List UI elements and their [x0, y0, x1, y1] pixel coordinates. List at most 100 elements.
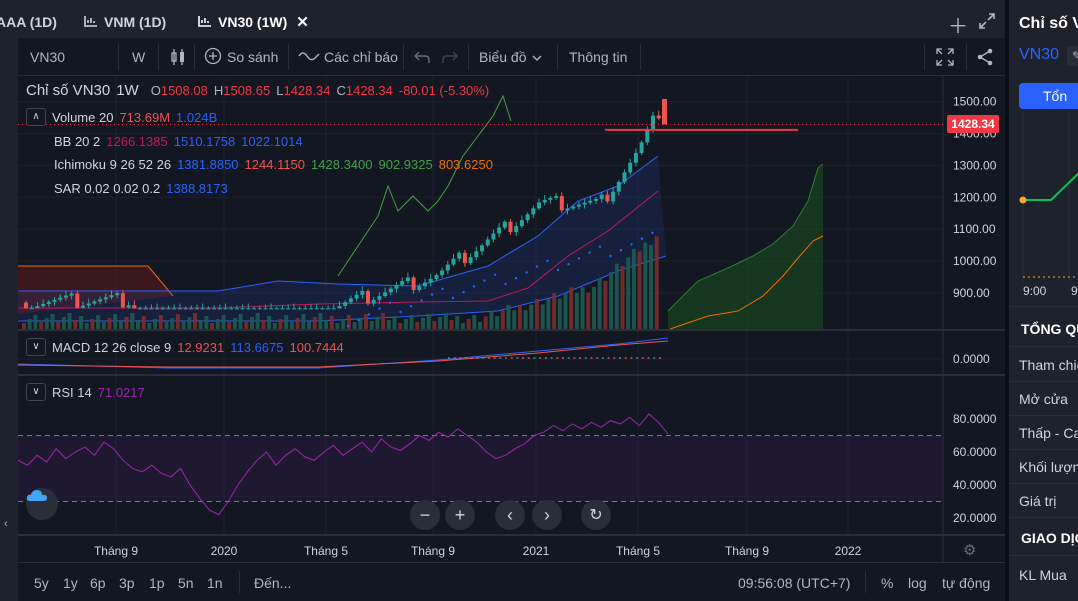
auto-toggle[interactable]: tự động: [942, 563, 990, 601]
chevron-left-icon[interactable]: ‹: [4, 518, 8, 530]
volume-bar: [649, 245, 653, 329]
candle-body: [195, 308, 199, 310]
scroll-left-button[interactable]: ‹: [495, 500, 525, 530]
overview-tab-button[interactable]: Tổn: [1019, 83, 1078, 109]
volume-bar: [22, 323, 26, 329]
range-5n[interactable]: 5n: [178, 563, 194, 601]
collapse-pane-button[interactable]: ∨: [26, 383, 46, 401]
sar-dot: [378, 307, 381, 310]
goto-date-button[interactable]: Đến...: [254, 563, 291, 601]
collapse-legend-button[interactable]: ∧: [26, 108, 46, 126]
chart-type-dropdown[interactable]: Biểu đồ: [479, 38, 542, 76]
undo-icon[interactable]: [414, 38, 430, 76]
percent-toggle[interactable]: %: [881, 563, 893, 601]
interval-label: W: [132, 49, 146, 65]
volume-bar: [27, 319, 32, 329]
volume-bar: [375, 317, 380, 329]
zoom-in-button[interactable]: +: [445, 500, 475, 530]
tab-aaa[interactable]: AAA (1D): [0, 0, 57, 44]
symbol-label: VN30: [30, 49, 66, 65]
sar-dot: [451, 296, 455, 300]
divider: [1009, 306, 1078, 307]
divider: [966, 44, 967, 70]
candle-body: [531, 208, 536, 215]
scroll-right-button[interactable]: ›: [532, 500, 562, 530]
range-1p[interactable]: 1p: [149, 563, 165, 601]
zoom-out-button[interactable]: −: [410, 500, 440, 530]
close-icon[interactable]: ✕: [296, 14, 309, 31]
info-button[interactable]: Thông tin: [569, 38, 627, 76]
log-toggle[interactable]: log: [908, 563, 927, 601]
divider: [557, 44, 558, 70]
range-3p[interactable]: 3p: [119, 563, 135, 601]
edit-icon[interactable]: ✎: [1067, 46, 1078, 66]
rsi-tick-label: 20.0000: [953, 511, 997, 525]
candle-body: [548, 197, 553, 200]
candle-body: [428, 278, 433, 283]
volume-bar: [61, 317, 66, 329]
range-5y[interactable]: 5y: [34, 563, 49, 601]
compare-button[interactable]: So sánh: [204, 38, 278, 76]
clock: 09:56:08 (UTC+7): [738, 563, 850, 601]
fullscreen-icon[interactable]: [936, 38, 954, 76]
tab-vnm[interactable]: VNM (1D): [84, 0, 166, 44]
macd-histogram-bar: [584, 357, 587, 359]
indicator-value: 1244.1150: [244, 157, 306, 172]
range-1n[interactable]: 1n: [207, 563, 223, 601]
indicator-value: 1428.3400: [311, 157, 373, 172]
ichimoku-leading-span-a: [667, 163, 824, 312]
sar-dot: [409, 305, 413, 308]
collapse-pane-button[interactable]: ∨: [26, 338, 46, 356]
sar-dot: [535, 265, 539, 268]
candle-body: [69, 293, 74, 296]
volume-bar: [238, 314, 243, 329]
sar-dot: [577, 257, 581, 260]
candle-body: [405, 277, 410, 282]
candle-body: [92, 301, 97, 304]
ichimoku-cloud-past: [18, 266, 173, 314]
price-tick-label: 900.00: [953, 286, 990, 300]
candle-style-icon[interactable]: [170, 38, 186, 76]
candle-body: [234, 308, 239, 310]
candle-body: [303, 308, 308, 310]
indicator-value: 803.6250: [438, 157, 493, 172]
time-tick-label: Tháng 9: [725, 544, 769, 558]
interval-button[interactable]: W: [132, 38, 145, 76]
volume-bar: [460, 323, 465, 329]
expand-icon[interactable]: [978, 12, 996, 35]
volume-bar: [529, 304, 534, 329]
sar-dot: [504, 282, 507, 286]
chart-type-label: Biểu đồ: [479, 49, 527, 65]
settings-gear-icon[interactable]: ⚙: [963, 542, 977, 559]
candle-body: [440, 270, 445, 276]
redo-icon[interactable]: [442, 38, 458, 76]
summary-row: Khối lượn: [1019, 459, 1078, 475]
volume-bar: [221, 315, 226, 329]
symbol-search[interactable]: VN30: [30, 38, 65, 76]
indicator-value: 1388.8173: [166, 181, 228, 196]
mini-intraday-chart: [1019, 112, 1078, 282]
share-icon[interactable]: [976, 38, 994, 76]
cloud-logo-icon[interactable]: [26, 488, 58, 520]
volume-bar: [341, 319, 346, 329]
macd-histogram-bar: [453, 357, 456, 359]
indicators-button[interactable]: Các chỉ báo: [298, 38, 398, 76]
candle-body: [480, 245, 484, 252]
volume-bar: [175, 314, 180, 329]
candle-body: [519, 220, 524, 227]
add-tab-icon[interactable]: ＋: [948, 16, 968, 38]
reset-chart-button[interactable]: ↻: [581, 500, 611, 530]
range-6p[interactable]: 6p: [90, 563, 106, 601]
range-1y[interactable]: 1y: [63, 563, 78, 601]
volume-bar: [307, 321, 311, 329]
sar-dot: [525, 271, 528, 274]
chart-area[interactable]: 1500.00 1400.00 1300.00 1200.00 1100.00 1000.…: [18, 76, 1005, 562]
volume-bar: [386, 320, 391, 329]
panel-symbol[interactable]: VN30: [1019, 46, 1060, 63]
chart-canvas[interactable]: 1500.001400.001300.001200.001100.001000.…: [18, 76, 1005, 562]
sar-dot: [609, 254, 612, 258]
candle-body: [177, 308, 182, 310]
candle-body: [200, 308, 205, 310]
volume-bar: [113, 314, 118, 329]
clock-label: 09:56:08 (UTC+7): [738, 574, 851, 591]
